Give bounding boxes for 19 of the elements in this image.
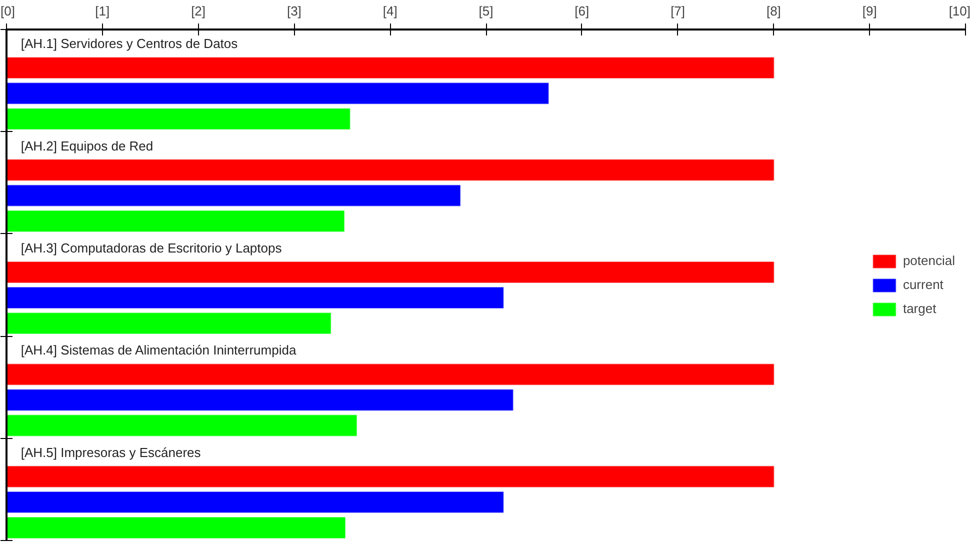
y-tick-label: [AH.5] Impresoras y Escáneres (20, 444, 202, 460)
x-tick-label: [5] (478, 4, 494, 18)
y-tick-label: [AH.1] Servidores y Centros de Datos (20, 36, 238, 52)
x-tick-label: [1] (95, 4, 110, 18)
x-tick-label: [8] (766, 4, 781, 18)
x-tick-label: [2] (191, 4, 206, 18)
x-tick-label: [9] (862, 4, 877, 18)
legend-label: potencial (902, 253, 955, 268)
x-tick-label: [4] (382, 4, 398, 18)
x-tick-label: [6] (574, 4, 590, 18)
legend-label: target (902, 301, 936, 316)
y-tick-label: [AH.4] Sistemas de Alimentación Ininterrumpida (20, 342, 297, 358)
x-tick-label: [7] (670, 4, 686, 18)
legend-label: current (902, 277, 944, 292)
x-tick-label: [0] (0, 4, 15, 18)
y-tick-label: [AH.3] Computadoras de Escritorio y Laptops (20, 240, 282, 256)
y-tick-label: [AH.2] Equipos de Red (20, 138, 154, 154)
x-tick-label: [10] (948, 4, 971, 18)
x-tick-label: [3] (286, 4, 302, 18)
